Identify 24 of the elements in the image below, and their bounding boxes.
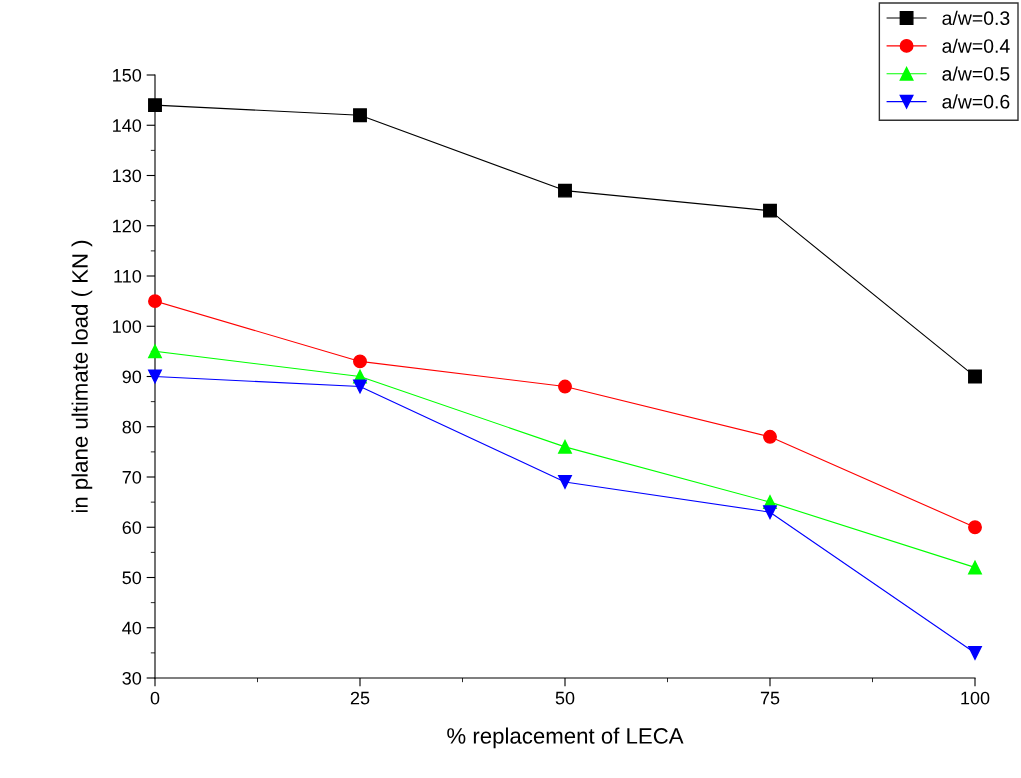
x-tick-label: 25 <box>350 691 370 705</box>
x-tick-label: 50 <box>555 691 575 705</box>
y-tick-label: 130 <box>113 169 142 183</box>
y-tick-label: 100 <box>113 320 142 333</box>
y-tick-label: 150 <box>113 68 142 82</box>
y-tick-label: 110 <box>114 269 142 283</box>
y-tick-label: 60 <box>122 521 142 534</box>
y-tick-label: 50 <box>122 571 142 585</box>
legend-label: a/w=0.3 <box>942 10 1010 26</box>
x-axis-title: % replacement of LECA <box>447 727 684 749</box>
legend-label: a/w=0.5 <box>942 66 1010 81</box>
y-tick-label: 40 <box>122 621 142 635</box>
legend-label: a/w=0.4 <box>942 38 1010 53</box>
y-tick-label: 120 <box>113 219 142 233</box>
y-tick-label: 30 <box>122 671 142 685</box>
y-tick-label: 140 <box>113 119 142 132</box>
x-tick-label: 75 <box>760 691 780 705</box>
legend-label: a/w=0.6 <box>942 94 1010 109</box>
y-tick-label: 90 <box>122 370 142 384</box>
y-axis-title: in plane ultimate load ( KN ) <box>71 240 93 513</box>
x-tick-label: 100 <box>961 691 990 705</box>
x-tick-label: 0 <box>150 691 160 705</box>
y-tick-label: 70 <box>122 470 142 484</box>
y-tick-label: 80 <box>122 420 142 434</box>
